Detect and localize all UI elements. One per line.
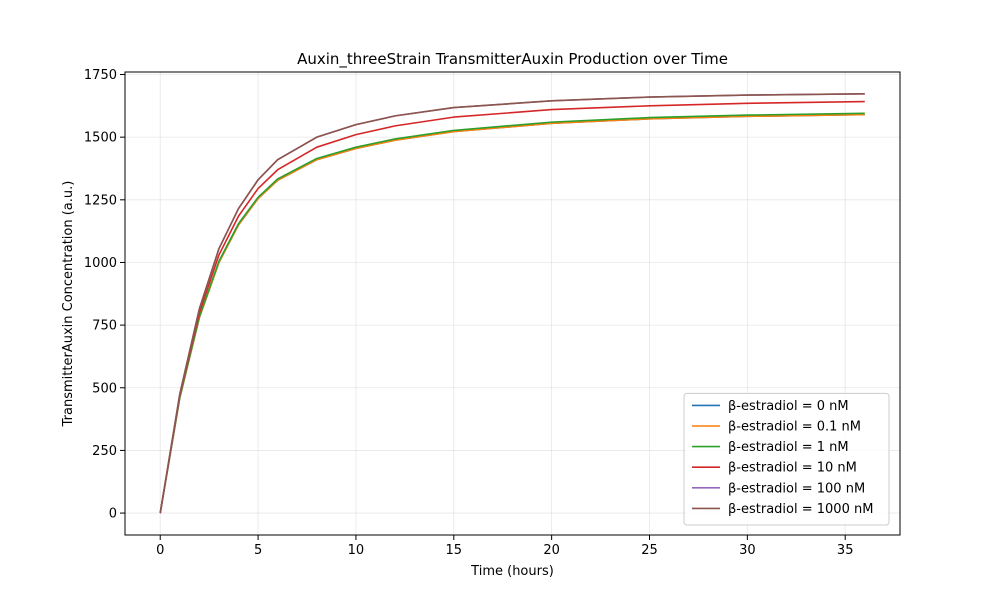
- chart-title: Auxin_threeStrain TransmitterAuxin Produ…: [297, 50, 728, 69]
- y-tick-label: 750: [92, 319, 117, 334]
- y-tick-label: 1250: [84, 193, 117, 208]
- legend-label: β-estradiol = 10 nM: [728, 461, 857, 476]
- y-tick-label: 1000: [84, 256, 117, 271]
- legend-label: β-estradiol = 1 nM: [728, 440, 849, 455]
- series-lines: [159, 93, 865, 514]
- legend-label: β-estradiol = 0.1 nM: [728, 420, 861, 435]
- y-axis: 0 250 500 750 1000 1250 1500 1750: [84, 68, 125, 522]
- y-axis-label: TransmitterAuxin Concentration (a.u.): [61, 181, 76, 428]
- x-tick-label: 35: [837, 543, 854, 558]
- y-tick-label: 500: [92, 381, 117, 396]
- series-line-5: [159, 93, 865, 514]
- x-axis: 0 5 10 15 20 25 30 35: [156, 535, 853, 558]
- x-axis-label: Time (hours): [470, 564, 554, 579]
- x-tick-label: 30: [739, 543, 756, 558]
- x-tick-label: 25: [641, 543, 658, 558]
- plot-frame: [124, 71, 901, 536]
- legend-label: β-estradiol = 100 nM: [728, 481, 865, 496]
- series-line-2: [159, 112, 865, 514]
- y-tick-label: 0: [109, 507, 117, 522]
- legend-label: β-estradiol = 0 nM: [728, 399, 849, 414]
- x-tick-label: 0: [156, 543, 164, 558]
- legend-box: [683, 392, 890, 526]
- x-tick-label: 15: [446, 543, 463, 558]
- y-tick-label: 1750: [84, 68, 117, 83]
- legend-label: β-estradiol = 1000 nM: [728, 502, 873, 517]
- series-line-3: [159, 100, 865, 514]
- y-tick-label: 1500: [84, 131, 117, 146]
- legend: β-estradiol = 0 nM β-estradiol = 0.1 nM β-…: [683, 392, 890, 526]
- y-tick-label: 250: [92, 444, 117, 459]
- x-tick-label: 10: [348, 543, 365, 558]
- x-tick-label: 20: [543, 543, 560, 558]
- x-tick-label: 5: [254, 543, 262, 558]
